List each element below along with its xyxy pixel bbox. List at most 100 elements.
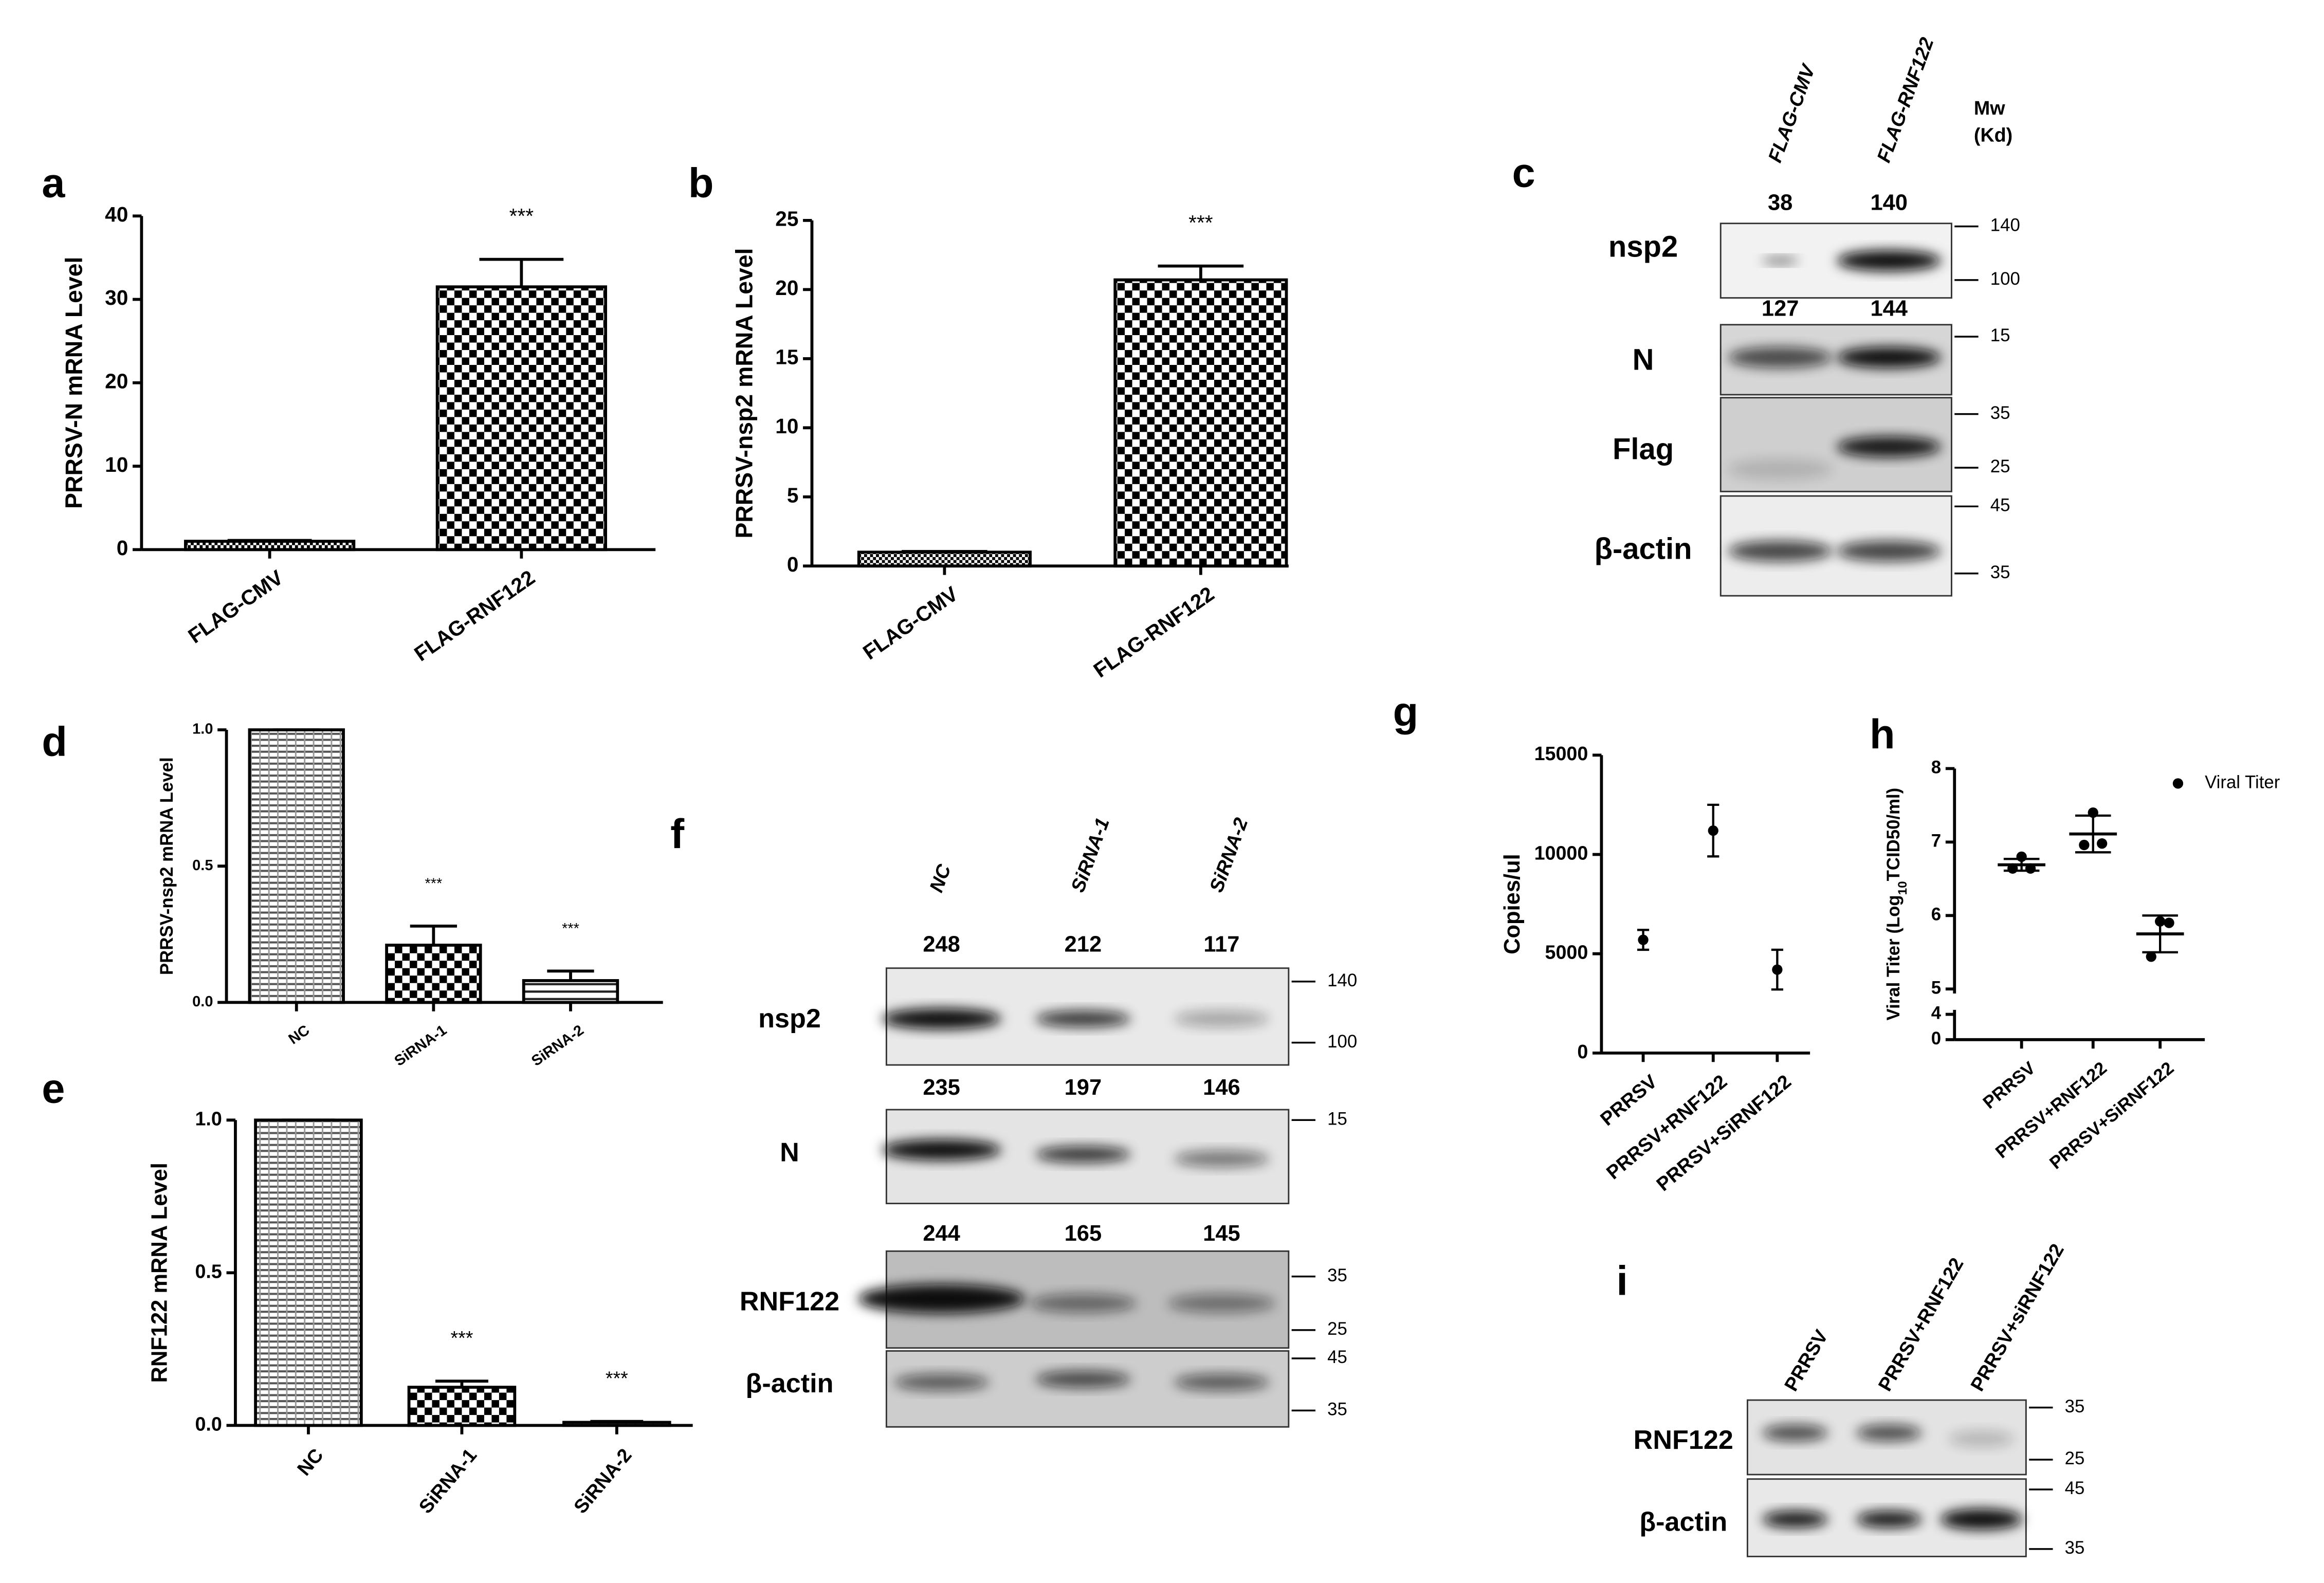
y-tick-label: 4 — [1931, 1004, 1942, 1023]
significance-label: *** — [450, 1327, 473, 1349]
x-tick-label: SiRNA-1 — [392, 1022, 450, 1070]
band-quantification: 197 — [1065, 1075, 1102, 1100]
blot-band — [1837, 540, 1942, 562]
lane-label: FLAG-RNF122 — [1873, 34, 1938, 165]
y-axis-label: PRRSV-N mRNA Level — [60, 257, 87, 509]
y-axis-label-part: Viral Titer (Log — [1884, 895, 1904, 1020]
band-quantification: 244 — [923, 1221, 960, 1246]
mw-marker-label: 100 — [1327, 1032, 1357, 1052]
blot-band — [893, 1374, 990, 1391]
y-axis-label-part: 10 — [1896, 881, 1910, 895]
y-axis-label: Copies/ul — [1500, 854, 1525, 954]
band-quantification: 144 — [1870, 296, 1908, 321]
bar — [522, 979, 619, 1004]
x-tick-label: SiRNA-2 — [528, 1022, 587, 1070]
blot-band — [882, 1139, 1001, 1161]
y-tick-label: 0.5 — [195, 1260, 222, 1282]
x-tick-label: SiRNA-2 — [570, 1444, 636, 1517]
replicate-point — [2016, 851, 2027, 862]
panel-letter: a — [42, 160, 65, 207]
blot-band — [1174, 1374, 1270, 1391]
blot-band — [1856, 1424, 1922, 1442]
panel-letter: b — [688, 160, 714, 207]
bar — [435, 285, 607, 551]
lane-label: PRRSV — [1780, 1326, 1832, 1394]
band-quantification: 235 — [923, 1075, 960, 1100]
blot-row-label: nsp2 — [1608, 230, 1678, 263]
band-quantification: 140 — [1870, 191, 1908, 215]
mw-marker-label: 45 — [1327, 1348, 1347, 1367]
significance-label: *** — [562, 921, 579, 937]
panel-letter: c — [1512, 150, 1535, 196]
bar — [1113, 278, 1288, 568]
blot-band — [1837, 347, 1942, 368]
blot-row-label: β-actin — [746, 1369, 834, 1398]
blot-band — [1837, 436, 1942, 457]
blot-row-label: nsp2 — [758, 1004, 821, 1034]
band-quantification: 38 — [1768, 191, 1792, 215]
y-tick-label: 0 — [117, 536, 129, 560]
lane-label: SiRNA-1 — [1067, 815, 1113, 895]
panel-letter: i — [1616, 1258, 1628, 1304]
y-tick-label: 1.0 — [195, 1108, 222, 1129]
y-tick-label: 0 — [1577, 1041, 1588, 1062]
y-tick-label: 7 — [1931, 832, 1941, 851]
mw-marker-label: 15 — [1990, 326, 2010, 345]
mw-marker-label: 35 — [2065, 1397, 2085, 1416]
bar — [385, 944, 482, 1004]
blot-band — [1728, 347, 1833, 368]
replicate-point — [2164, 917, 2174, 928]
point — [1708, 825, 1718, 836]
y-tick-label: 25 — [775, 207, 798, 231]
mw-marker-label: 35 — [2065, 1538, 2085, 1558]
blot-band — [1762, 1511, 1828, 1528]
y-tick-label: 0 — [787, 553, 799, 576]
band-quantification: 117 — [1203, 932, 1239, 957]
y-tick-label: 10 — [775, 414, 798, 438]
legend-label: Viral Titer — [2205, 773, 2280, 793]
mw-marker-label: 35 — [1990, 563, 2010, 582]
significance-label: *** — [606, 1367, 628, 1389]
y-tick-label: 5000 — [1545, 942, 1588, 963]
blot-band — [882, 1008, 1001, 1029]
bar — [248, 728, 345, 1004]
replicate-point — [2088, 807, 2098, 818]
blot-row-label: RNF122 — [1634, 1425, 1733, 1455]
y-axis-label: PRRSV-nsp2 mRNA Level — [731, 248, 758, 539]
blot-row-label: β-actin — [1639, 1507, 1727, 1537]
blot-row-label: β-actin — [1595, 533, 1692, 566]
band-quantification: 248 — [923, 932, 960, 957]
blot-band — [1762, 257, 1799, 265]
blot-band — [1174, 1150, 1270, 1167]
x-tick-label: PRRSV+SiRNF122 — [2046, 1058, 2177, 1173]
legend-marker — [2172, 778, 2184, 789]
y-axis-label: PRRSV-nsp2 mRNA Level — [157, 757, 177, 975]
bar — [254, 1118, 363, 1427]
mw-marker-label: 45 — [1990, 496, 2010, 516]
x-tick-label: FLAG-RNF122 — [1089, 582, 1219, 682]
mw-marker-label: 45 — [2065, 1479, 2085, 1498]
x-tick-label: FLAG-CMV — [184, 565, 287, 648]
mw-marker-label: 25 — [1990, 457, 2010, 476]
y-tick-label: 20 — [775, 276, 798, 300]
replicate-point — [2007, 863, 2018, 874]
blot-row-label: Flag — [1613, 433, 1674, 466]
lane-label: FLAG-CMV — [1764, 61, 1819, 165]
band-quantification: 127 — [1762, 296, 1799, 321]
y-axis-label-part: TCID50/ml) — [1884, 788, 1904, 881]
blot-row-label: N — [1633, 344, 1654, 377]
y-tick-label: 0.0 — [192, 993, 213, 1010]
y-tick-label: 40 — [105, 203, 128, 226]
significance-label: *** — [509, 204, 534, 228]
x-tick-label: PRRSV — [1596, 1071, 1661, 1130]
y-axis-label: Viral Titer (Log10TCID50/ml) — [1884, 788, 1909, 1021]
x-tick-label: PRRSV — [1980, 1058, 2039, 1113]
mw-marker-label: 35 — [1327, 1400, 1347, 1420]
bar — [857, 550, 1032, 568]
panel-letter: d — [42, 719, 67, 765]
blot-band — [1174, 1010, 1270, 1027]
blot-band — [1168, 1294, 1275, 1313]
panel-letter: g — [1393, 689, 1419, 735]
panel-letter: f — [670, 811, 685, 857]
